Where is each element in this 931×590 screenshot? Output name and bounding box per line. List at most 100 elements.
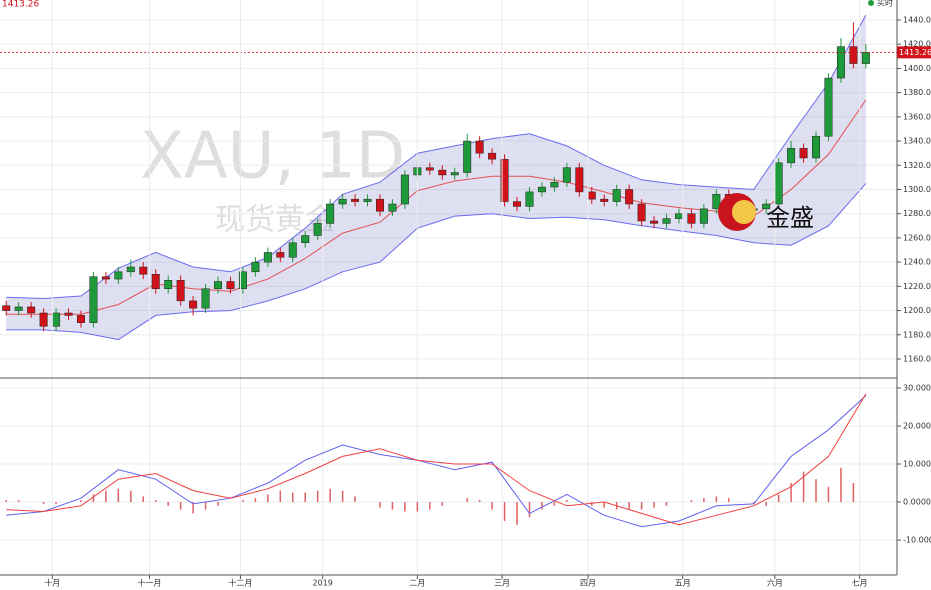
candle-body [313,223,322,236]
candle-body [812,135,821,159]
candle-body [425,167,434,171]
band-fill [342,182,380,272]
y-tick-label: 1240.00 [903,258,931,267]
candle-body [276,252,285,258]
y-tick-label: 10.0000 [903,460,931,469]
candle-body [450,172,459,176]
x-tick-label: 十一月 [138,578,162,588]
macd-line [6,395,867,528]
signal-line [6,393,867,526]
candle-body [14,306,23,311]
candle-body [375,198,384,212]
y-tick-label: 20.0000 [903,421,931,430]
candle-body [513,201,522,207]
candle-body [587,191,596,200]
candle-body [89,276,98,323]
candle-body [687,213,696,224]
brand-name: 金盛 [766,204,814,232]
watermark-title: XAU, 1D [140,120,405,194]
candle-body [799,148,808,159]
candle-body [600,198,609,202]
y-tick-label: 0.0000 [903,498,931,507]
candle-body [114,271,123,280]
y-tick-label: 1220.00 [903,282,931,291]
candle-body [176,280,185,302]
candle-body [338,198,347,205]
y-tick-label: 1360.00 [903,112,931,121]
candle-body [326,203,335,224]
candle-body [251,261,260,273]
candle-body [662,218,671,224]
candle-body [39,312,48,327]
x-tick-label: 五月 [675,579,691,588]
candle-body [263,252,272,263]
candle-body [575,167,584,193]
x-tick-label: 十二月 [228,578,252,588]
candle-body [288,242,297,258]
candle-body [139,266,148,275]
candle-body [762,203,771,210]
candle-body [52,312,61,327]
candle-body [164,280,173,290]
x-tick-label: 七月 [852,579,868,588]
candle-body [550,181,559,188]
candle-body [463,140,472,173]
x-tick-label: 六月 [767,578,783,588]
candle-body [712,194,721,210]
candle-body [500,158,509,202]
candle-body [861,52,870,64]
candle-body [189,300,198,309]
candle-body [475,140,484,154]
candle-body [787,148,796,164]
candle-body [537,186,546,193]
candle-body [525,191,534,207]
candle-body [438,169,447,176]
candle-body [226,281,235,290]
x-tick-label: 二月 [409,579,425,588]
candle-body [351,198,360,202]
plot-area [0,0,897,575]
y-tick-label: 1300.00 [903,185,931,194]
status-dot [868,0,874,6]
x-tick-label: 四月 [580,579,596,588]
candle-body [27,306,36,314]
brand-logo-inner [732,200,756,224]
y-tick-label: 1260.00 [903,233,931,242]
band-fill [417,145,455,229]
candle-body [388,203,397,212]
candle-body [400,174,409,205]
last-price-label: 1413.26 [899,48,931,57]
y-tick-label: 1280.00 [903,209,931,218]
last-price-top: 1413.26 [2,0,39,10]
x-tick-label: 十月 [44,578,60,588]
y-tick-label: 1400.00 [903,64,931,73]
x-tick-label: 三月 [494,579,510,588]
candle-body [699,208,708,224]
candle-body [637,203,646,222]
candle-body [214,281,223,290]
x-tick-label: 2019 [312,579,332,588]
candle-body [488,152,497,160]
candle-body [2,305,11,311]
band-fill [678,184,717,236]
candle-body [612,189,621,202]
candle-body [625,189,634,205]
y-tick-label: 1180.00 [903,330,931,339]
candle-body [201,288,210,309]
band-fill [6,297,44,330]
y-tick-label: 30.0000 [903,383,931,392]
y-tick-label: 1160.00 [903,354,931,363]
band-fill [791,82,829,246]
y-tick-label: 1380.00 [903,88,931,97]
status: 实时 [877,0,893,8]
candle-body [824,77,833,137]
candle-body [674,213,683,219]
candle-body [76,315,85,323]
candle-body [126,266,135,273]
band-fill [529,133,567,219]
candle-body [562,167,571,183]
candle-body [363,198,372,202]
band-fill [566,145,605,220]
